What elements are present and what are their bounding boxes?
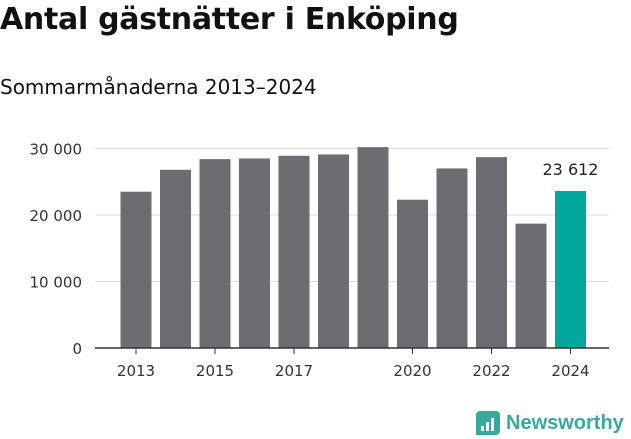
y-tick-label: 20 000 [30, 207, 83, 225]
x-tick-label: 2020 [393, 362, 431, 380]
chart-title: Antal gästnätter i Enköping [0, 2, 459, 37]
bar-2019 [357, 147, 389, 348]
data-label: 23 612 [543, 160, 599, 179]
x-tick-label: 2022 [472, 362, 510, 380]
chart-subtitle: Sommarmånaderna 2013–2024 [0, 75, 317, 99]
bar-2014 [160, 169, 191, 348]
bar-2022 [476, 157, 507, 348]
logo-text: Newsworthy [506, 411, 624, 434]
bar-2018 [318, 154, 349, 348]
y-tick-label: 10 000 [30, 274, 83, 292]
x-tick-label: 2013 [117, 362, 155, 380]
bar-2017 [278, 155, 310, 348]
bar-2024 [555, 190, 586, 348]
bar-2016 [239, 158, 270, 348]
bar-2021 [436, 168, 468, 348]
logo-icon [476, 411, 500, 435]
bar-chart: 0 10 000 20 000 30 000 2013 2015 2017 2020 2022 2… [30, 141, 609, 380]
bar-2020 [397, 199, 428, 348]
x-tick-label: 2024 [551, 362, 589, 380]
bar-2015 [199, 159, 231, 348]
x-tick-label: 2017 [275, 362, 313, 380]
y-tick-label: 0 [72, 340, 82, 358]
x-tick-label: 2015 [196, 362, 234, 380]
bar-2013 [120, 191, 152, 348]
bar-2023 [515, 223, 547, 348]
newsworthy-logo: Newsworthy [476, 408, 624, 438]
y-tick-label: 30 000 [30, 141, 83, 159]
